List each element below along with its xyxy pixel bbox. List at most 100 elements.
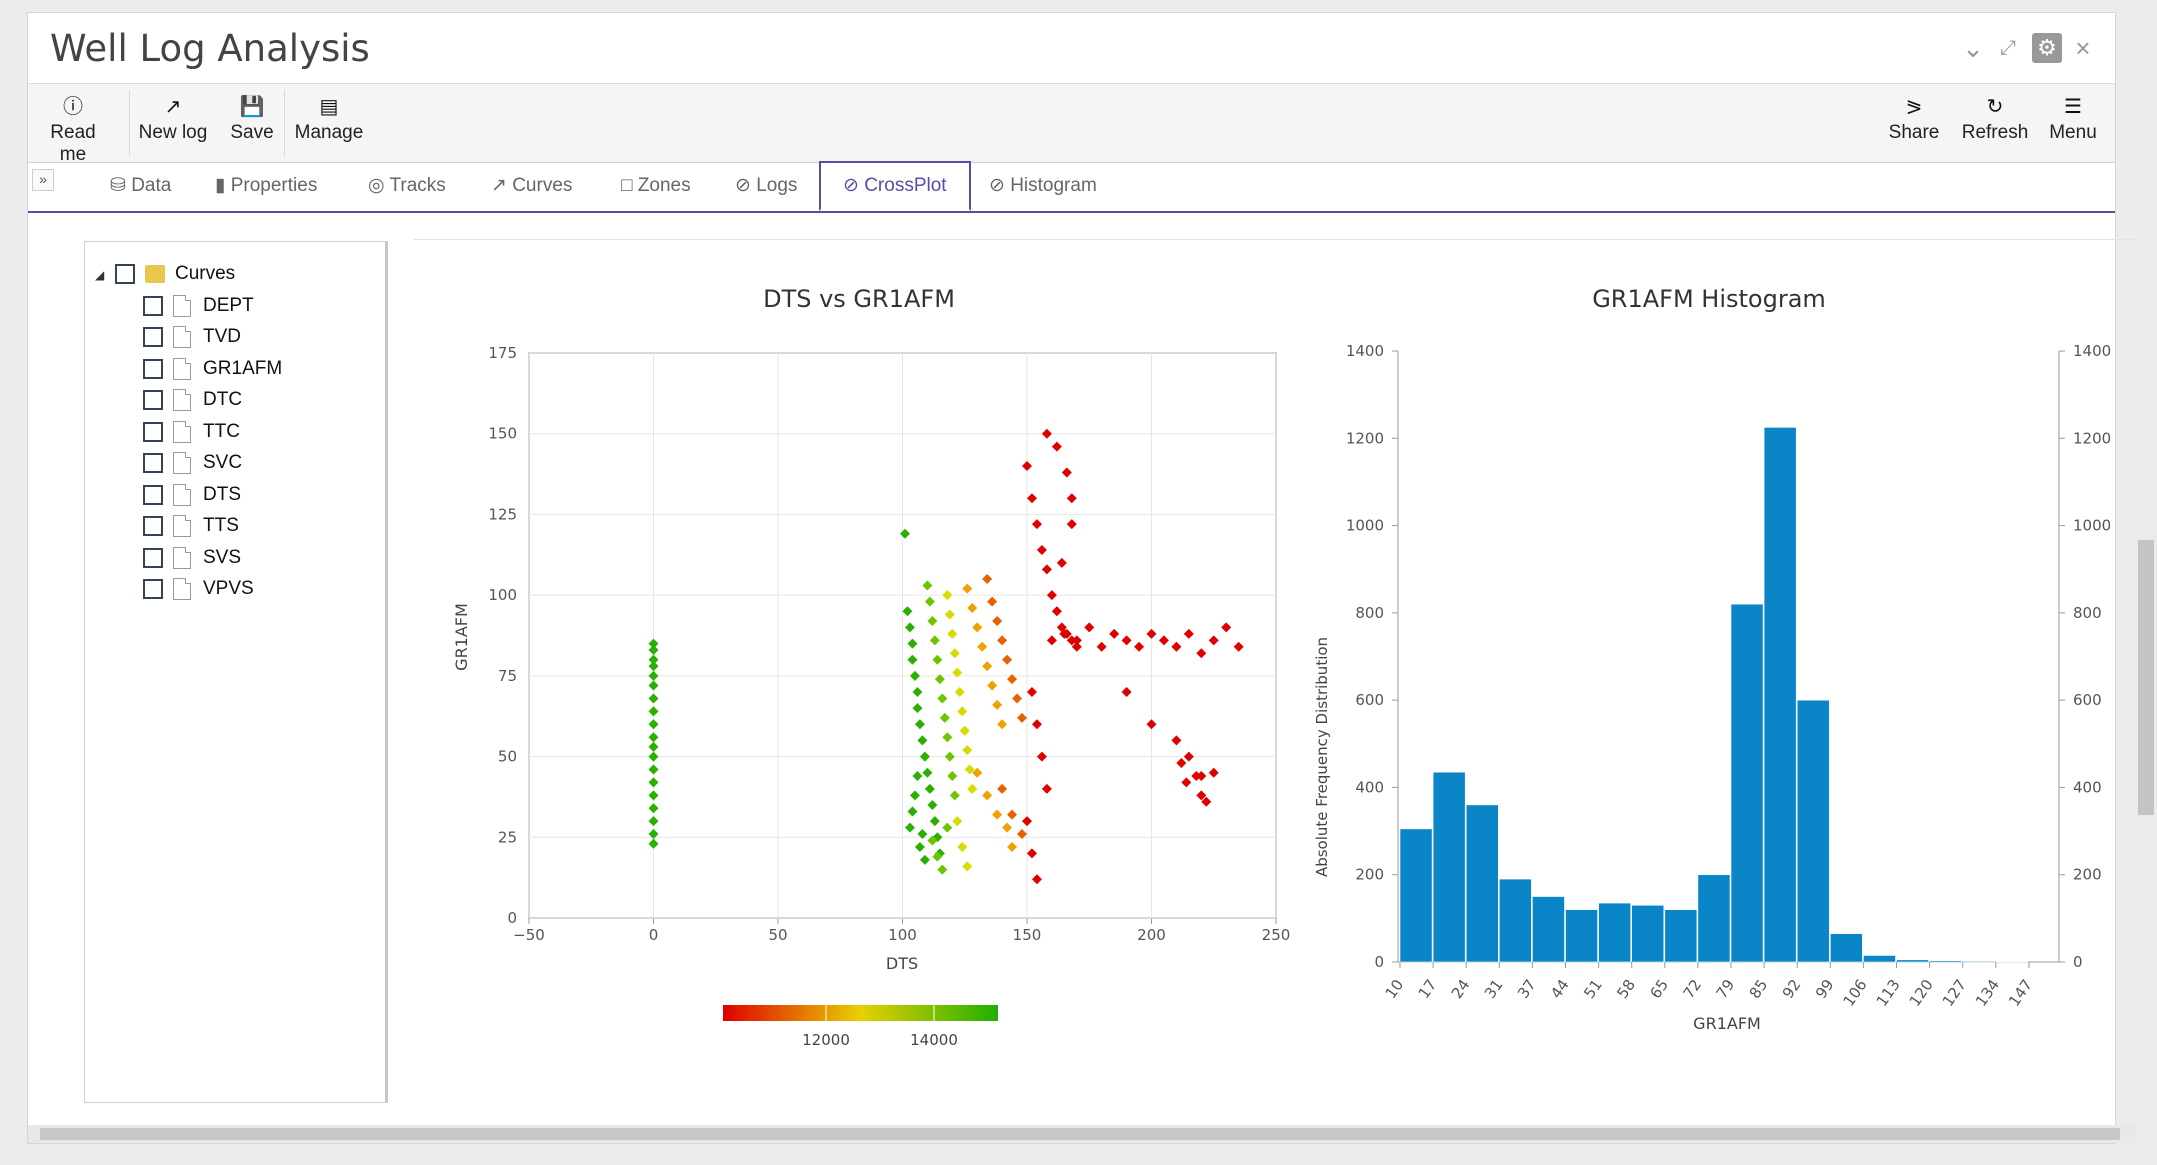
tab-tracks[interactable]: ◎ Tracks: [364, 163, 450, 209]
scatter-point: [1022, 461, 1032, 471]
read-me-button[interactable]: ⓘ Read me: [36, 92, 110, 165]
scatter-point: [648, 661, 659, 672]
tab-crossplot-label: CrossPlot: [864, 175, 947, 196]
scatter-point: [914, 719, 925, 730]
scatter-point: [648, 816, 659, 827]
histogram-bar: [1697, 874, 1731, 963]
tab-bar: » ⛁ Data ▮ Properties ◎ Tracks ↗ Curves …: [28, 161, 2115, 213]
scatter-point: [1084, 622, 1095, 633]
area-chart-icon: ↗: [491, 175, 513, 196]
scatter-point: [1041, 564, 1052, 575]
tree-item-label: VPVS: [203, 578, 254, 599]
file-icon: [173, 546, 191, 569]
tree-item-dept[interactable]: DEPT: [143, 292, 254, 320]
horizontal-scrollbar-thumb[interactable]: [40, 1128, 2120, 1140]
scatter-point: [1233, 641, 1244, 652]
scatter-point: [977, 641, 988, 652]
tab-data[interactable]: ⛁ Data: [106, 163, 175, 209]
tab-curves[interactable]: ↗ Curves: [487, 163, 576, 209]
tree-item-tts[interactable]: TTS: [143, 512, 239, 540]
histogram-x-tick-label: 79: [1713, 976, 1739, 1002]
scatter-point: [949, 648, 960, 659]
tree-item-gr1afm[interactable]: GR1AFM: [143, 355, 282, 383]
histogram-ylabel: Absolute Frequency Distribution: [1313, 637, 1331, 877]
checkbox[interactable]: [143, 547, 163, 568]
tab-logs[interactable]: ⊘ Logs: [731, 163, 801, 209]
tree-item-tvd[interactable]: TVD: [143, 323, 241, 351]
color-scale-bar: [723, 1005, 998, 1021]
histogram-y2-tick-label: 1200: [2073, 429, 2111, 447]
scatter-point: [1066, 519, 1077, 530]
tab-zones[interactable]: □ Zones: [617, 163, 695, 209]
refresh-button[interactable]: ↻ Refresh: [1956, 92, 2034, 154]
scatter-point: [648, 803, 659, 814]
collapse-triangle-icon[interactable]: ◢: [95, 268, 105, 282]
gear-icon[interactable]: ⚙: [2032, 33, 2062, 63]
window-titlebar: Well Log Analysis ⌄ ⤢ ⚙ ×: [28, 13, 2115, 84]
histogram-bar: [1432, 771, 1466, 963]
expand-sidebar-icon[interactable]: »: [32, 169, 54, 191]
tab-crossplot[interactable]: ⊘ CrossPlot: [819, 161, 971, 211]
scatter-point: [1007, 674, 1018, 685]
checkbox[interactable]: [143, 326, 163, 347]
histogram-x-tick-label: 106: [1840, 976, 1871, 1010]
tree-item-svc[interactable]: SVC: [143, 449, 242, 477]
chevron-down-icon[interactable]: ⌄: [1962, 33, 1984, 63]
tree-root[interactable]: ◢ Curves: [95, 260, 235, 288]
tab-histogram[interactable]: ⊘ Histogram: [985, 163, 1101, 209]
horizontal-scrollbar[interactable]: [28, 1125, 2142, 1143]
manage-button[interactable]: ▤ Manage: [290, 92, 368, 154]
scatter-point: [927, 615, 938, 626]
save-button[interactable]: 💾 Save: [225, 92, 279, 154]
histogram-xlabel: GR1AFM: [1693, 1014, 1761, 1033]
scatter-point: [957, 706, 968, 717]
scatter-point: [1017, 829, 1028, 840]
vertical-scrollbar[interactable]: [2135, 0, 2157, 1165]
tree-item-dtc[interactable]: DTC: [143, 386, 242, 414]
new-log-button[interactable]: ↗ New log: [132, 92, 214, 154]
tree-item-vpvs[interactable]: VPVS: [143, 575, 254, 603]
scatter-ylabel: GR1AFM: [452, 603, 471, 671]
scatter-point: [1201, 796, 1212, 807]
scatter-point: [1051, 441, 1062, 452]
share-button[interactable]: ⪖ Share: [1883, 92, 1945, 154]
checkbox[interactable]: [115, 263, 135, 284]
checkbox[interactable]: [143, 515, 163, 536]
crossplot-content: ◢ Curves DEPT TVD GR1AFM DTC TTC SVC DTS …: [84, 227, 2149, 1127]
file-icon: [173, 577, 191, 600]
checkbox[interactable]: [143, 295, 163, 316]
checkbox[interactable]: [143, 358, 163, 379]
scatter-point: [648, 645, 659, 656]
histogram-y-tick-label: 800: [1355, 604, 1384, 622]
tab-properties[interactable]: ▮ Properties: [211, 163, 321, 209]
scatter-point: [942, 590, 953, 601]
tree-item-dts[interactable]: DTS: [143, 481, 241, 509]
scatter-point: [912, 687, 923, 697]
checkbox[interactable]: [143, 578, 163, 599]
scatter-y-tick-label: 175: [488, 344, 517, 362]
checkbox[interactable]: [143, 452, 163, 473]
histogram-bar: [1763, 427, 1797, 963]
checkbox[interactable]: [143, 389, 163, 410]
scatter-point: [1221, 622, 1232, 633]
tree-item-svs[interactable]: SVS: [143, 544, 241, 572]
scatter-point: [648, 638, 659, 649]
ban-icon: ⊘: [843, 175, 865, 196]
tree-item-label: TTS: [203, 515, 239, 536]
scatter-point: [912, 770, 923, 781]
scatter-point: [1071, 641, 1082, 652]
checkbox[interactable]: [143, 484, 163, 505]
new-log-label: New log: [138, 122, 208, 143]
scatter-point: [648, 680, 659, 691]
expand-icon[interactable]: ⤢: [2000, 37, 2016, 59]
scatter-point: [909, 670, 920, 681]
file-icon: [173, 357, 191, 380]
scatter-point: [648, 670, 659, 681]
vertical-scrollbar-thumb[interactable]: [2138, 540, 2154, 815]
close-icon[interactable]: ×: [2075, 33, 2091, 63]
tree-item-ttc[interactable]: TTC: [143, 418, 240, 446]
menu-button[interactable]: ☰ Menu: [2042, 92, 2104, 154]
histogram-x-tick-label: 85: [1746, 976, 1772, 1002]
histogram-x-tick-label: 10: [1382, 976, 1408, 1002]
checkbox[interactable]: [143, 421, 163, 442]
